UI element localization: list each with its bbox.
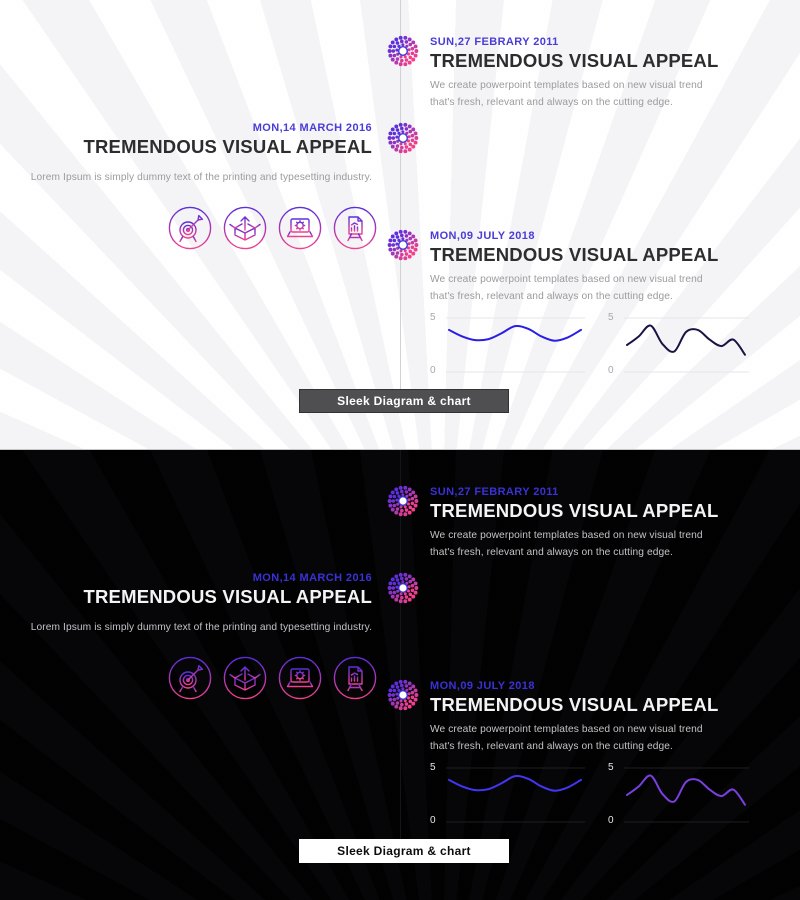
entry-body: We create powerpoint templates based on …: [430, 530, 703, 558]
y-axis-tick-min: 0: [430, 365, 436, 376]
y-axis-tick-min: 0: [608, 815, 614, 826]
line-chart-canvas: [446, 767, 585, 823]
laptop-gear-icon: [278, 206, 322, 250]
dark-theme-slide: SUN,27 FEBRARY 2011 TREMENDOUS VISUAL AP…: [0, 450, 800, 900]
entry-date: MON,14 MARCH 2016: [252, 572, 372, 584]
line-chart-canvas: [624, 317, 749, 373]
entry-body: We create powerpoint templates based on …: [430, 80, 703, 108]
y-axis-tick-max: 5: [430, 762, 436, 773]
entry-title: TREMENDOUS VISUAL APPEAL: [430, 244, 719, 265]
y-axis-tick-min: 0: [608, 365, 614, 376]
slide-divider: [0, 449, 800, 450]
line-chart-jagged: 5 0: [608, 760, 751, 830]
entry-date: SUN,27 FEBRARY 2011: [430, 36, 559, 48]
y-axis-tick-max: 5: [430, 312, 436, 323]
entry-date: MON,14 MARCH 2016: [252, 122, 372, 134]
timeline-badge: [387, 229, 419, 261]
line-chart-smooth: 5 0: [430, 310, 587, 380]
target-icon: [168, 656, 212, 700]
open-box-icon: [223, 656, 267, 700]
entry-body: Lorem Ipsum is simply dummy text of the …: [30, 622, 372, 633]
entry-date: MON,09 JULY 2018: [430, 230, 535, 242]
timeline-line: [400, 450, 401, 839]
entry-body: We create powerpoint templates based on …: [430, 274, 703, 302]
entry-body: We create powerpoint templates based on …: [430, 724, 703, 752]
timeline-badge: [387, 485, 419, 517]
feature-icons: [168, 656, 377, 700]
line-chart-jagged: 5 0: [608, 310, 751, 380]
laptop-gear-icon: [278, 656, 322, 700]
timeline-badge: [387, 35, 419, 67]
entry-title: TREMENDOUS VISUAL APPEAL: [83, 136, 372, 157]
feature-icons: [168, 206, 377, 250]
line-chart-canvas: [624, 767, 749, 823]
entry-title: TREMENDOUS VISUAL APPEAL: [430, 694, 719, 715]
entry-date: MON,09 JULY 2018: [430, 680, 535, 692]
timeline-badge: [387, 679, 419, 711]
target-icon: [168, 206, 212, 250]
open-box-icon: [223, 206, 267, 250]
timeline-line: [400, 0, 401, 389]
entry-body: Lorem Ipsum is simply dummy text of the …: [30, 172, 372, 183]
y-axis-tick-min: 0: [430, 815, 436, 826]
entry-title: TREMENDOUS VISUAL APPEAL: [430, 500, 719, 521]
timeline-badge: [387, 572, 419, 604]
sleek-diagram-button[interactable]: Sleek Diagram & chart: [299, 839, 509, 863]
y-axis-tick-max: 5: [608, 762, 614, 773]
light-theme-slide: SUN,27 FEBRARY 2011 TREMENDOUS VISUAL AP…: [0, 0, 800, 450]
timeline-badge: [387, 122, 419, 154]
line-chart-smooth: 5 0: [430, 760, 587, 830]
presentation-board-icon: [333, 656, 377, 700]
entry-title: TREMENDOUS VISUAL APPEAL: [83, 586, 372, 607]
sleek-diagram-button[interactable]: Sleek Diagram & chart: [299, 389, 509, 413]
presentation-board-icon: [333, 206, 377, 250]
entry-title: TREMENDOUS VISUAL APPEAL: [430, 50, 719, 71]
entry-date: SUN,27 FEBRARY 2011: [430, 486, 559, 498]
y-axis-tick-max: 5: [608, 312, 614, 323]
line-chart-canvas: [446, 317, 585, 373]
